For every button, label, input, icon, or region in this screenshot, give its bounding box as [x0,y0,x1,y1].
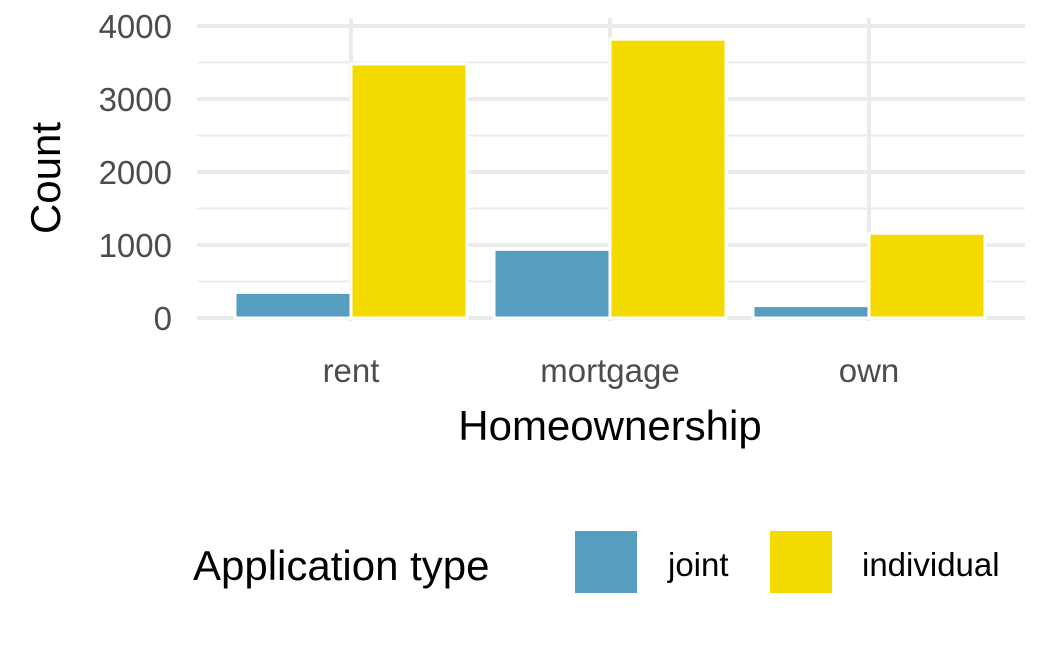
bar-joint-rent [233,290,353,320]
y-tick-label: 3000 [99,81,172,118]
y-tick-labels: 0 1000 2000 3000 4000 [99,8,172,337]
bars [233,37,987,320]
x-tick-label: mortgage [540,352,679,389]
x-tick-label: rent [323,352,380,389]
y-tick-label: 2000 [99,154,172,191]
legend-title: Application type [193,542,490,589]
bar-individual-mortgage [608,37,728,320]
y-tick-label: 0 [154,300,172,337]
y-tick-label: 1000 [99,227,172,264]
bar-individual-rent [349,62,469,320]
legend: Application type joint individual [193,531,1000,593]
y-tick-label: 4000 [99,8,172,45]
legend-items: joint individual [575,531,1000,593]
legend-label-individual: individual [862,546,1000,583]
x-axis-title: Homeownership [458,402,761,449]
bar-individual-own [867,231,987,320]
legend-key-joint [575,531,637,593]
legend-label-joint: joint [667,546,729,583]
x-tick-labels: rent mortgage own [323,352,900,389]
bar-joint-mortgage [492,247,612,320]
y-axis-title: Count [22,122,69,234]
legend-key-individual [770,531,832,593]
bar-joint-own [751,304,871,320]
x-tick-label: own [839,352,900,389]
